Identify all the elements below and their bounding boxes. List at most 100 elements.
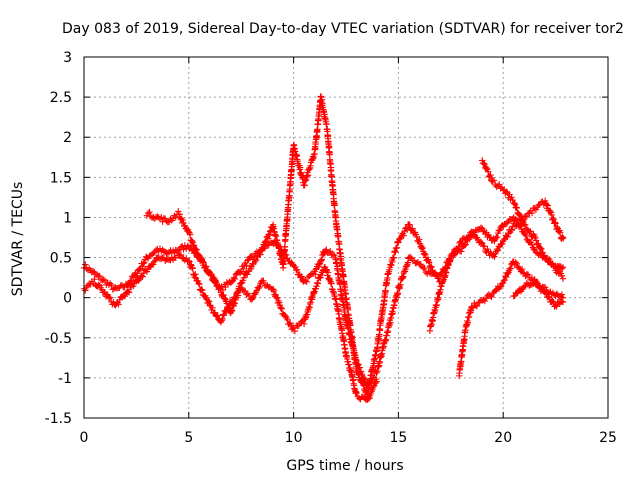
data-point-marker bbox=[96, 272, 103, 280]
data-point-marker bbox=[493, 233, 501, 241]
y-tick-label: 2.5 bbox=[50, 90, 72, 106]
grid-lines bbox=[84, 57, 608, 418]
data-point-marker bbox=[217, 285, 224, 293]
data-point-marker bbox=[558, 291, 566, 298]
data-point-marker bbox=[146, 208, 153, 216]
data-point-marker bbox=[416, 236, 423, 243]
data-point-marker bbox=[519, 269, 527, 276]
series-track bbox=[455, 258, 567, 380]
data-point-marker bbox=[179, 216, 187, 224]
data-point-marker bbox=[406, 253, 414, 261]
data-point-marker bbox=[331, 252, 338, 259]
data-point-marker bbox=[485, 168, 492, 175]
data-point-marker bbox=[419, 244, 426, 252]
data-point-marker bbox=[559, 275, 567, 282]
data-point-marker bbox=[508, 194, 515, 201]
data-point-marker bbox=[195, 279, 202, 287]
data-point-marker bbox=[256, 283, 263, 291]
series-track bbox=[510, 277, 567, 301]
data-point-marker bbox=[199, 286, 206, 294]
data-point-marker bbox=[355, 371, 362, 378]
data-point-marker bbox=[524, 271, 532, 278]
data-point-marker bbox=[139, 273, 146, 280]
data-point-marker bbox=[124, 288, 132, 295]
data-point-marker bbox=[317, 257, 325, 264]
data-point-marker bbox=[502, 273, 510, 281]
data-point-marker bbox=[186, 231, 194, 238]
data-point-marker bbox=[107, 280, 114, 287]
data-point-marker bbox=[185, 228, 192, 236]
data-point-marker bbox=[491, 253, 498, 260]
data-point-marker bbox=[205, 298, 213, 306]
series-track bbox=[143, 93, 443, 400]
data-point-marker bbox=[487, 171, 494, 179]
data-point-marker bbox=[317, 274, 324, 281]
data-point-marker bbox=[220, 291, 227, 299]
data-point-marker bbox=[558, 272, 566, 280]
data-point-marker bbox=[327, 247, 334, 255]
data-point-marker bbox=[189, 265, 196, 272]
data-point-marker bbox=[175, 208, 182, 215]
data-point-marker bbox=[553, 223, 561, 231]
data-point-marker bbox=[464, 319, 472, 326]
data-point-marker bbox=[528, 209, 536, 217]
data-point-marker bbox=[470, 231, 478, 238]
x-tick-label: 20 bbox=[494, 430, 512, 446]
data-point-marker bbox=[332, 295, 340, 302]
data-point-marker bbox=[244, 271, 251, 278]
data-point-marker bbox=[315, 261, 323, 269]
data-point-marker bbox=[551, 263, 558, 270]
data-point-marker bbox=[543, 201, 550, 208]
data-point-marker bbox=[512, 259, 519, 266]
data-point-marker bbox=[537, 245, 544, 252]
data-point-marker bbox=[258, 246, 266, 254]
data-point-marker bbox=[200, 259, 207, 266]
data-point-marker bbox=[236, 269, 244, 277]
data-point-marker bbox=[555, 228, 562, 235]
data-point-marker bbox=[373, 378, 380, 385]
data-point-marker bbox=[507, 265, 514, 272]
data-point-marker bbox=[82, 287, 89, 294]
data-point-marker bbox=[312, 271, 319, 278]
series-track bbox=[479, 157, 567, 282]
x-tick-label: 0 bbox=[80, 430, 89, 446]
data-point-marker bbox=[556, 229, 564, 236]
data-points bbox=[80, 93, 567, 404]
data-point-marker bbox=[188, 237, 196, 245]
data-point-marker bbox=[177, 251, 185, 258]
data-point-marker bbox=[240, 274, 248, 282]
data-point-marker bbox=[187, 261, 194, 268]
series-track bbox=[80, 214, 567, 389]
data-point-marker bbox=[219, 315, 226, 323]
data-point-marker bbox=[403, 226, 411, 233]
data-point-marker bbox=[462, 241, 469, 248]
data-point-marker bbox=[178, 215, 185, 222]
data-point-marker bbox=[559, 264, 567, 271]
series-track bbox=[80, 249, 380, 404]
data-point-marker bbox=[181, 222, 189, 229]
y-tick-label: -1 bbox=[58, 371, 72, 387]
data-point-marker bbox=[318, 256, 325, 263]
data-point-marker bbox=[331, 202, 338, 209]
data-point-marker bbox=[515, 264, 523, 272]
data-point-marker bbox=[518, 265, 526, 273]
data-point-marker bbox=[193, 246, 200, 254]
data-point-marker bbox=[468, 303, 475, 310]
data-point-marker bbox=[313, 279, 321, 287]
y-tick-label: 0.5 bbox=[50, 251, 72, 267]
data-point-marker bbox=[277, 304, 284, 311]
plot-frame bbox=[83, 56, 609, 419]
data-point-marker bbox=[432, 271, 440, 278]
data-point-marker bbox=[139, 263, 146, 270]
data-point-marker bbox=[130, 282, 137, 290]
data-point-marker bbox=[376, 359, 384, 367]
data-point-marker bbox=[389, 309, 396, 317]
data-point-marker bbox=[260, 277, 267, 285]
data-point-marker bbox=[224, 303, 232, 311]
data-point-marker bbox=[108, 281, 115, 289]
data-point-marker bbox=[473, 302, 481, 310]
data-point-marker bbox=[540, 252, 547, 259]
data-point-marker bbox=[559, 233, 566, 241]
data-point-marker bbox=[504, 233, 511, 241]
data-point-marker bbox=[151, 258, 158, 265]
